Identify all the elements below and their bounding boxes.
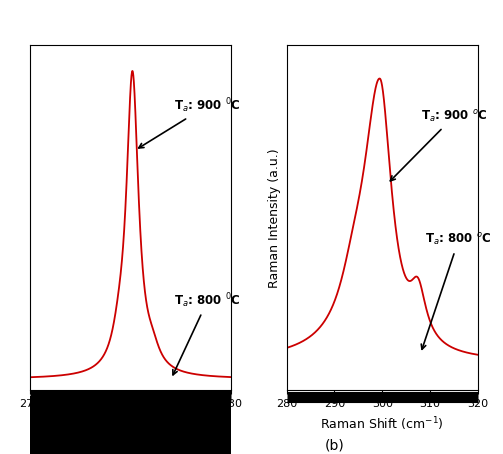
Text: (b): (b) bbox=[324, 439, 345, 453]
X-axis label: Raman Shift (cm$^{-1}$): Raman Shift (cm$^{-1}$) bbox=[320, 415, 444, 433]
Text: T$_a$: 800 $^o$C: T$_a$: 800 $^o$C bbox=[421, 232, 491, 349]
Text: T$_a$: 900 $^0$C: T$_a$: 900 $^0$C bbox=[139, 96, 241, 148]
Y-axis label: Raman Intensity (a.u.): Raman Intensity (a.u.) bbox=[268, 148, 281, 288]
X-axis label: Raman Shift (cm$^{-1}$): Raman Shift (cm$^{-1}$) bbox=[69, 415, 193, 433]
Text: (a): (a) bbox=[78, 439, 98, 453]
Text: T$_a$: 900 $^o$C: T$_a$: 900 $^o$C bbox=[390, 109, 487, 181]
Bar bbox=[30, 396, 231, 454]
Text: T$_a$: 800 $^0$C: T$_a$: 800 $^0$C bbox=[173, 291, 241, 375]
